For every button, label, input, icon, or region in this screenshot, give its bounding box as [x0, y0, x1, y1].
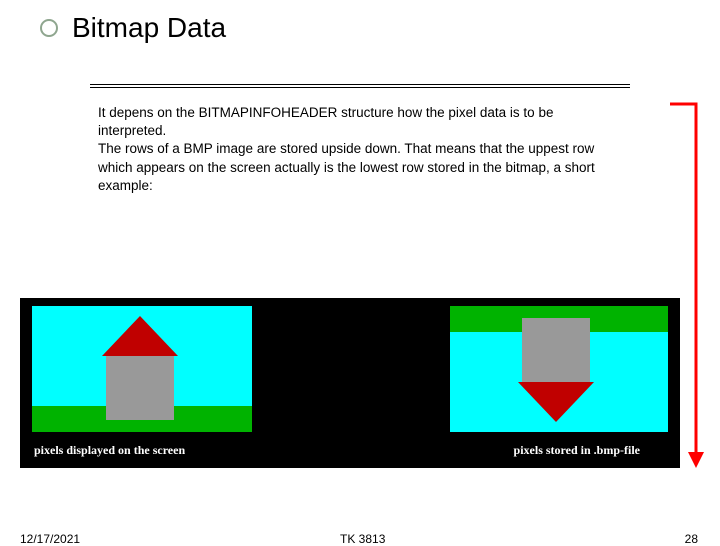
body-paragraph-2: The rows of a BMP image are stored upsid…: [98, 141, 595, 192]
slide-title: Bitmap Data: [72, 12, 226, 44]
footer-date: 12/17/2021: [20, 532, 80, 546]
panel-left: [32, 306, 252, 432]
right-house-wall: [522, 318, 590, 382]
bitmap-figure: pixels displayed on the screen pixels st…: [20, 298, 680, 468]
left-house-wall: [106, 356, 174, 420]
content-top-divider: [90, 84, 630, 88]
slide-body: It depens on the BITMAPINFOHEADER struct…: [0, 98, 720, 195]
title-bullet-icon: [40, 19, 58, 37]
red-arrow: [670, 102, 708, 470]
caption-left: pixels displayed on the screen: [34, 443, 185, 458]
body-paragraph-1: It depens on the BITMAPINFOHEADER struct…: [98, 105, 553, 138]
footer-code: TK 3813: [340, 532, 385, 546]
slide-title-row: Bitmap Data: [0, 0, 720, 44]
panel-right: [450, 306, 668, 432]
arrow-head-icon: [688, 452, 704, 468]
footer-page-number: 28: [685, 532, 698, 546]
caption-right: pixels stored in .bmp-file: [514, 443, 640, 458]
arrow-shaft: [670, 104, 696, 454]
